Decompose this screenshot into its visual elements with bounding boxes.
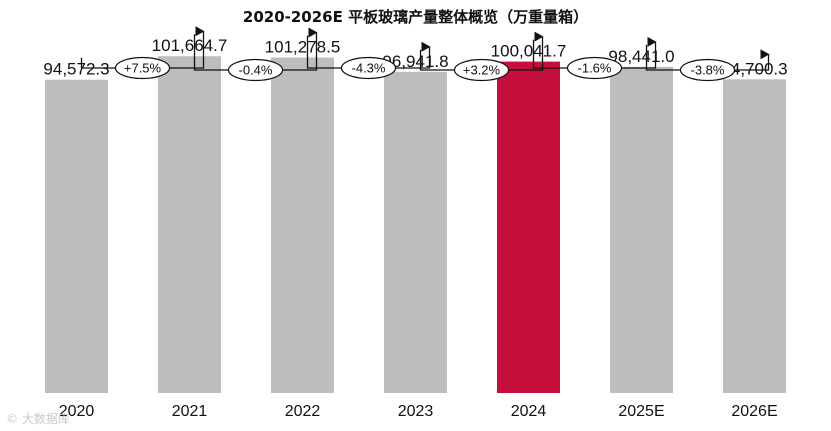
value-label-2026E: 94,700.3 <box>721 59 787 78</box>
category-label-2023: 2023 <box>398 403 434 420</box>
category-label-2026E: 2026E <box>731 403 777 420</box>
value-label-2020: 94,572.3 <box>43 60 109 79</box>
value-label-2024: 100,041.7 <box>491 42 567 61</box>
category-label-2025E: 2025E <box>618 403 664 420</box>
growth-connector-4: +3.2% <box>419 31 544 82</box>
growth-badge <box>227 58 284 82</box>
bar-2021 <box>158 56 221 393</box>
growth-label-5: -1.6% <box>578 61 612 76</box>
growth-badge <box>453 58 510 82</box>
bar-2026E <box>723 79 786 394</box>
growth-badge <box>566 56 623 80</box>
growth-badge <box>679 58 736 82</box>
bar-2020 <box>45 79 108 393</box>
value-label-2025E: 98,441.0 <box>608 47 674 66</box>
growth-label-6: -3.8% <box>691 63 725 78</box>
bar-2023 <box>384 71 447 394</box>
growth-label-2: -0.4% <box>239 63 273 78</box>
growth-connector-1: +7.5% <box>80 26 205 80</box>
bar-2022 <box>271 57 334 393</box>
bar-2025E <box>610 66 673 394</box>
growth-label-1: +7.5% <box>124 61 162 76</box>
chart-title: 2020-2026E 平板玻璃产量整体概览（万重量箱） <box>242 8 589 26</box>
value-label-2021: 101,664.7 <box>152 36 228 55</box>
value-label-2023: 96,941.8 <box>382 52 448 71</box>
category-label-2021: 2021 <box>172 403 208 420</box>
growth-connector-5: -1.6% <box>532 36 657 80</box>
growth-connector-2: -0.4% <box>193 27 318 82</box>
growth-connector-6: -3.8% <box>645 44 770 82</box>
growth-label-3: -4.3% <box>352 61 386 76</box>
value-label-2022: 101,278.5 <box>265 38 341 57</box>
growth-label-4: +3.2% <box>463 63 501 78</box>
growth-badge <box>114 56 171 80</box>
growth-connector-3: -4.3% <box>306 35 431 80</box>
category-label-2022: 2022 <box>285 403 321 420</box>
category-label-2024: 2024 <box>511 403 547 420</box>
category-label-2020: 2020 <box>59 403 95 420</box>
source-watermark: © 大数据库 <box>6 412 70 426</box>
bar-2024 <box>497 61 560 393</box>
growth-badge <box>340 56 397 80</box>
